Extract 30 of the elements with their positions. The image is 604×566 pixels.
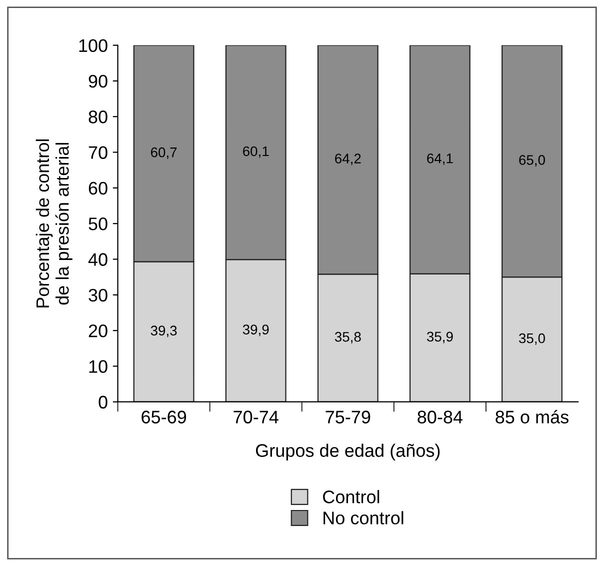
legend-label: Control xyxy=(323,490,380,504)
y-tick-label: 40 xyxy=(88,253,108,266)
y-tick-label: 60 xyxy=(88,182,108,195)
x-tick-label: 80-84 xyxy=(418,410,463,424)
data-label: 35,9 xyxy=(426,332,453,344)
data-label: 39,9 xyxy=(242,324,269,336)
x-tick-label: 65-69 xyxy=(142,410,186,424)
y-tick-label: 20 xyxy=(88,324,108,338)
y-tick-label: 100 xyxy=(79,39,108,52)
y-tick-label: 70 xyxy=(88,146,108,159)
data-label: 35,0 xyxy=(519,333,545,345)
y-tick-label: 90 xyxy=(88,74,108,88)
data-label: 35,8 xyxy=(334,332,361,344)
data-label: 60,7 xyxy=(150,147,177,159)
x-tick-label: 85 o más xyxy=(496,410,568,424)
y-tick-label: 30 xyxy=(88,288,108,302)
y-tick-label: 80 xyxy=(88,110,108,124)
legend-label: No control xyxy=(324,511,404,524)
y-tick-label: 50 xyxy=(88,218,108,230)
y-tick-label: 10 xyxy=(89,360,108,373)
data-label: 65,0 xyxy=(519,155,545,167)
data-label: 64,1 xyxy=(427,153,453,165)
y-tick-label: 0 xyxy=(98,396,108,409)
data-label: 64,2 xyxy=(335,154,361,166)
x-tick-label: 75-79 xyxy=(326,410,370,424)
y-axis-title: Porcentaje de control de la presión arterial xyxy=(36,139,72,308)
data-label: 39,3 xyxy=(150,326,177,338)
x-tick-label: 70-74 xyxy=(234,410,278,424)
x-axis-title: Grupos de edad (años) xyxy=(256,444,440,461)
data-label: 60,1 xyxy=(243,146,269,158)
